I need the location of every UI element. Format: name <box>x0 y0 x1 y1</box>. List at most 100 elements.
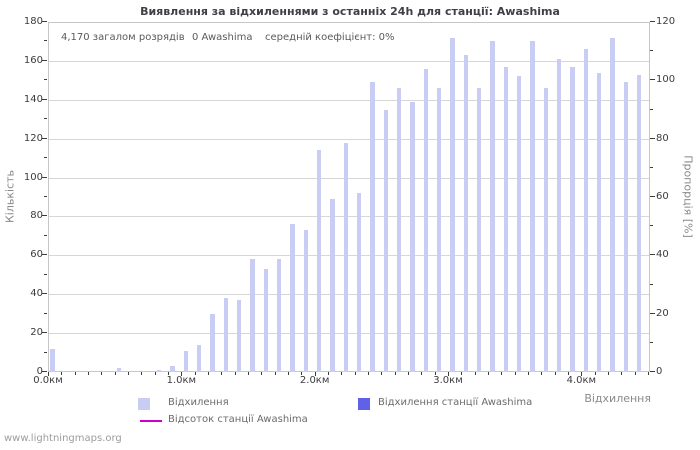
y-axis-tick-right <box>650 196 655 197</box>
x-axis-title: Відхилення <box>584 392 651 405</box>
x-axis-minor-tick <box>154 372 156 375</box>
y-axis-tick-left <box>42 98 47 100</box>
x-axis-minor-tick <box>194 372 196 375</box>
bar <box>343 142 349 372</box>
y-axis-tick-label-right: 80 <box>656 132 669 144</box>
bar <box>330 198 335 372</box>
bar <box>396 88 402 372</box>
x-axis-minor-tick <box>568 372 569 375</box>
x-axis-tick-label: 2.0км <box>299 375 330 386</box>
bar <box>383 109 389 372</box>
y-axis-tick-right <box>650 312 655 314</box>
x-axis-tick <box>181 372 183 376</box>
bar <box>196 344 202 372</box>
x-axis-minor-tick <box>528 372 529 375</box>
gridline <box>49 138 649 140</box>
bar <box>170 366 175 372</box>
x-axis-minor-tick <box>288 372 289 375</box>
stat-avg-coefficient: середній коефіцієнт: 0% <box>265 32 395 43</box>
x-axis-tick <box>581 372 583 376</box>
bar <box>436 88 442 372</box>
bar <box>370 82 375 372</box>
y-axis-tick-label-left: 40 <box>30 288 43 300</box>
y-axis-minor-tick-left <box>44 196 47 197</box>
x-axis-minor-tick <box>208 372 209 375</box>
gridline <box>49 333 649 335</box>
bar <box>183 350 189 372</box>
y-axis-minor-tick-left <box>44 351 47 353</box>
y-axis-tick-left <box>42 332 47 334</box>
y-axis-tick-label-right: 40 <box>656 249 669 261</box>
x-axis-minor-tick <box>474 372 476 375</box>
y-axis-tick-left <box>42 293 47 295</box>
x-axis-minor-tick <box>301 372 303 375</box>
y-axis-minor-tick-right <box>650 341 653 343</box>
y-axis-tick-left <box>42 176 47 178</box>
bar <box>303 230 309 372</box>
x-axis-minor-tick <box>141 372 143 375</box>
bar <box>263 268 269 372</box>
y-axis-minor-tick-left <box>44 312 47 314</box>
bar <box>50 348 55 372</box>
y-axis-tick-label-left: 20 <box>30 327 43 339</box>
y-axis-tick-left <box>42 59 47 61</box>
y-axis-tick-label-right: 100 <box>656 74 676 86</box>
x-axis-minor-tick <box>594 372 596 375</box>
x-axis-minor-tick <box>621 372 623 375</box>
x-axis-tick <box>314 372 316 376</box>
y-axis-tick-label-right: 120 <box>656 16 676 27</box>
x-axis-minor-tick <box>501 372 503 375</box>
bar <box>463 55 469 372</box>
x-axis-minor-tick <box>74 372 76 375</box>
y-axis-minor-tick-left <box>44 40 47 42</box>
stat-station-count: 0 Awashima <box>192 32 253 43</box>
x-axis-minor-tick <box>488 372 489 375</box>
bar <box>223 298 229 372</box>
bar <box>116 368 122 372</box>
bar <box>236 300 242 372</box>
bar <box>556 58 562 372</box>
x-axis-minor-tick <box>514 372 516 375</box>
x-axis-minor-tick <box>354 372 356 375</box>
x-axis-minor-tick <box>461 372 463 375</box>
x-axis-tick-label: 0.0км <box>33 375 63 386</box>
gridline <box>49 177 649 179</box>
x-axis-minor-tick <box>88 372 89 375</box>
x-axis-minor-tick <box>261 372 263 375</box>
legend-deviations-label: Відхилення <box>168 397 229 408</box>
legend-station-deviations-swatch <box>358 398 370 410</box>
x-axis-minor-tick <box>128 372 129 375</box>
y-axis-tick-label-left: 180 <box>23 16 43 27</box>
y-axis-tick-right <box>650 254 655 256</box>
gridline <box>49 60 649 62</box>
y-axis-tick-right <box>650 79 655 81</box>
x-axis-tick-label: 3.0км <box>433 375 463 386</box>
y-axis-tick-right <box>650 21 655 22</box>
y-axis-tick-label-left: 140 <box>23 93 43 105</box>
y-axis-tick-label-left: 0 <box>36 366 43 377</box>
y-axis-tick-right <box>650 137 655 139</box>
y-axis-tick-label-left: 80 <box>30 210 43 222</box>
bar <box>596 72 602 372</box>
x-axis-minor-tick <box>221 372 223 375</box>
x-axis-minor-tick <box>248 372 249 375</box>
bar <box>250 259 255 372</box>
x-axis-minor-tick <box>234 372 236 375</box>
x-axis-minor-tick <box>634 372 636 375</box>
legend-station-percent-line <box>140 420 162 422</box>
y-axis-minor-tick-right <box>650 283 653 285</box>
bar <box>210 313 215 372</box>
x-axis-minor-tick <box>608 372 609 375</box>
plot-area: 4,170 загалом розрядів 0 Awashima середн… <box>48 22 650 372</box>
bar <box>316 150 322 372</box>
x-axis-minor-tick <box>328 372 329 375</box>
y-axis-minor-tick-left <box>44 157 47 159</box>
x-axis-minor-tick <box>61 372 63 375</box>
bar <box>516 76 522 372</box>
y-axis-minor-tick-right <box>650 50 653 52</box>
x-axis-minor-tick <box>434 372 436 375</box>
x-axis-tick <box>448 372 449 376</box>
gridline <box>49 255 649 257</box>
y-axis-tick-left <box>42 254 47 256</box>
